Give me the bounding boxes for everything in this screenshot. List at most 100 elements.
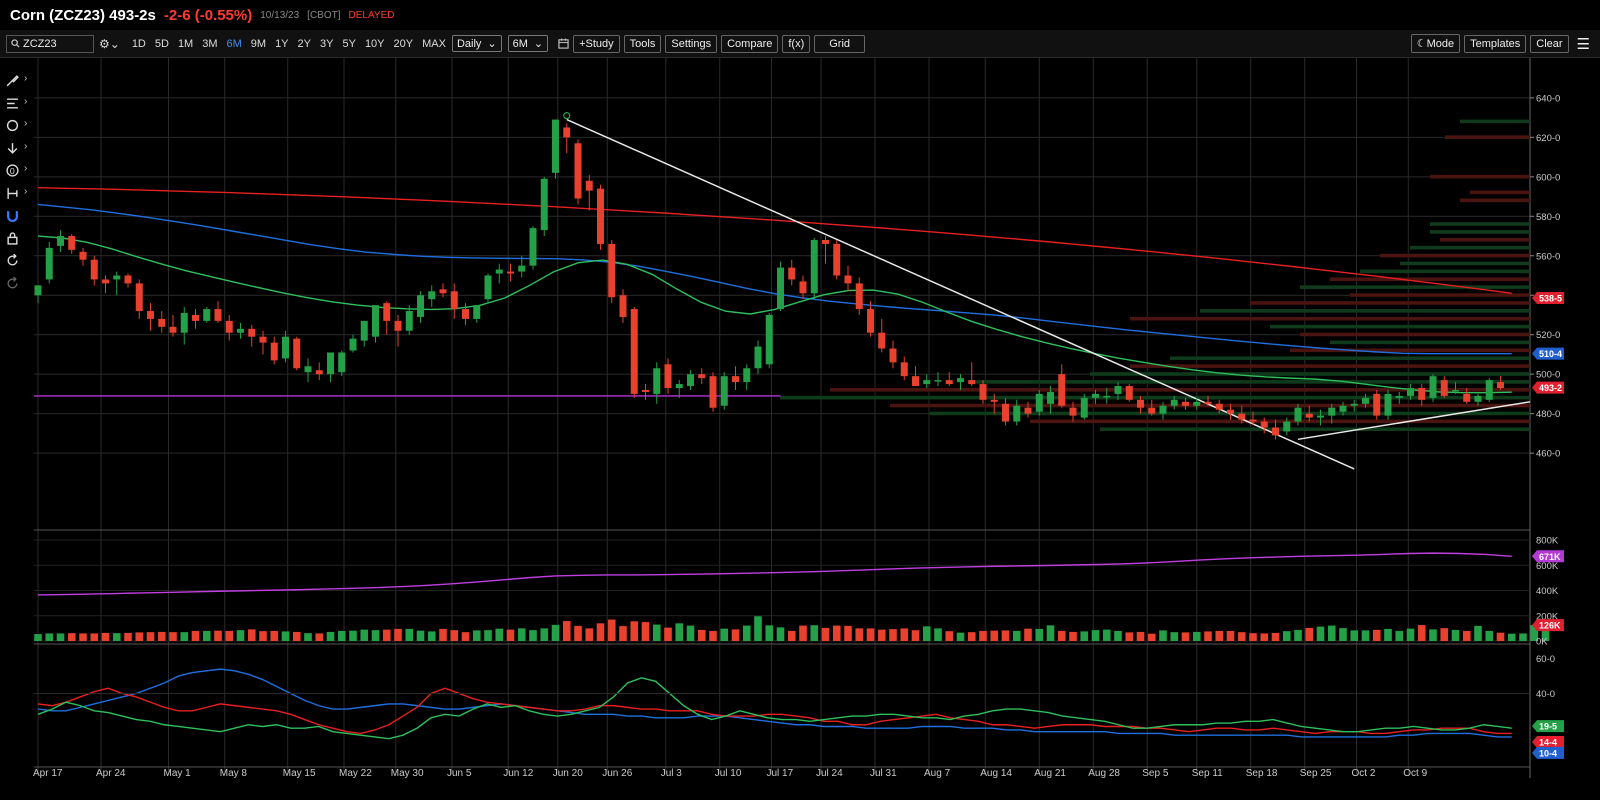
clear-button[interactable]: Clear	[1530, 34, 1569, 53]
candle-body	[664, 364, 672, 388]
date-tick-label: Jul 10	[714, 768, 742, 779]
add-study-button[interactable]: +Study	[573, 34, 620, 53]
range-20y[interactable]: 20Y	[393, 37, 414, 50]
price-tag-text: 14-4	[1539, 737, 1557, 747]
grid-button[interactable]: Grid	[814, 34, 866, 53]
candle-body	[180, 313, 188, 333]
profile-bar	[1350, 293, 1530, 297]
date-tick-label: Sep 18	[1245, 768, 1278, 779]
volume-bar	[731, 629, 740, 641]
range-10y[interactable]: 10Y	[364, 37, 385, 50]
arrow-tool[interactable]: ›	[4, 140, 32, 158]
candle-body	[777, 267, 784, 310]
candle-body	[1395, 395, 1403, 398]
candle-body	[203, 309, 211, 321]
chart-area[interactable]: 640-0620-0600-0580-0560-0540-0520-0500-0…	[0, 58, 1600, 800]
price-tick-label: 600-0	[1536, 172, 1560, 183]
compare-button[interactable]: Compare	[721, 34, 779, 53]
shape-tool[interactable]: ›	[4, 117, 32, 135]
function-button[interactable]: f(x)	[782, 34, 811, 53]
volume-bar	[799, 625, 807, 641]
date-tick-label: Jun 20	[552, 768, 583, 779]
undo-tool[interactable]	[4, 252, 32, 270]
ma100-price-tag: 510-4	[1532, 347, 1564, 360]
trendline-anchor	[563, 112, 571, 120]
date-tick-label: Sep 11	[1191, 768, 1223, 779]
symbol-options-icon[interactable]: ⚙⌄	[99, 36, 120, 51]
symbol-input[interactable]	[23, 37, 93, 50]
range-3y[interactable]: 3Y	[320, 37, 334, 50]
candle-body	[912, 376, 919, 387]
interval-select[interactable]: Daily ⌄	[451, 35, 502, 52]
volume-bar	[1260, 633, 1269, 641]
candle-body	[225, 320, 233, 333]
candle-body	[743, 368, 751, 383]
calendar-icon[interactable]	[558, 38, 569, 49]
candle-body	[1463, 393, 1471, 402]
candle-body	[1069, 407, 1077, 416]
volume-bar	[315, 633, 324, 641]
range-1m[interactable]: 1M	[177, 37, 194, 50]
mode-button[interactable]: ☾Mode	[1410, 34, 1461, 53]
templates-button[interactable]: Templates	[1464, 34, 1527, 53]
volume-bar	[1125, 632, 1134, 641]
volume-bar	[821, 627, 830, 641]
volume-bar	[495, 628, 504, 641]
redo-tool[interactable]	[4, 275, 32, 293]
osc-green-tag: 19-5	[1532, 720, 1564, 733]
candle-body	[957, 378, 964, 383]
range-3m[interactable]: 3M	[202, 37, 218, 50]
candle-body	[147, 311, 154, 319]
range-5d[interactable]: 5D	[154, 37, 169, 50]
date-tick-label: Aug 7	[924, 768, 951, 779]
candle-body	[248, 328, 256, 337]
volume-bar	[1507, 633, 1516, 641]
magnet-tool[interactable]	[4, 207, 32, 225]
range-max[interactable]: MAX	[422, 37, 446, 50]
volume-bar	[1440, 628, 1449, 641]
candle-body	[1283, 421, 1291, 432]
open-interest-line	[37, 552, 1512, 596]
volume-bar	[1282, 631, 1291, 641]
range-1y[interactable]: 1Y	[275, 37, 289, 50]
candle-body	[484, 275, 492, 300]
redo-icon	[7, 276, 18, 289]
volume-bar	[180, 632, 189, 641]
range-5y[interactable]: 5Y	[342, 37, 356, 50]
candle-body	[68, 236, 76, 250]
settings-button[interactable]: Settings	[665, 34, 718, 53]
volume-bar	[304, 633, 312, 641]
volume-bar	[1361, 630, 1370, 641]
candle-body	[1080, 397, 1088, 418]
volume-bar	[686, 625, 695, 641]
candle-body	[1317, 415, 1324, 418]
oscillator-lines	[34, 668, 1530, 740]
range-9m[interactable]: 9M	[250, 37, 267, 50]
marker-tool[interactable]: 0 ›	[4, 162, 32, 180]
menu-icon[interactable]: ☰	[1576, 35, 1590, 53]
volume-bar	[461, 632, 470, 641]
volume-tick-label: 200K	[1536, 611, 1559, 622]
range-6m[interactable]: 6M	[226, 37, 242, 50]
candle-body	[597, 188, 604, 244]
candle-body	[1215, 403, 1223, 410]
candle-body	[1035, 393, 1043, 412]
lock-tool[interactable]	[4, 230, 32, 248]
profile-bar	[1430, 230, 1530, 234]
volume-bar	[1069, 631, 1077, 641]
brush-tool[interactable]: ›	[4, 72, 32, 90]
range-1d[interactable]: 1D	[131, 37, 146, 50]
volume-bar	[1192, 631, 1201, 641]
tools-button[interactable]: Tools	[623, 34, 662, 53]
symbol-search[interactable]	[6, 34, 94, 53]
range-2y[interactable]: 2Y	[297, 37, 311, 50]
period-select[interactable]: 6M ⌄	[507, 35, 549, 52]
pattern-tool[interactable]: ›	[4, 95, 32, 113]
profile-bar	[830, 387, 1530, 392]
profile-bar	[1410, 245, 1530, 250]
date-tick-label: Jul 3	[660, 768, 682, 779]
downtrend-line	[566, 118, 1355, 470]
candle-body	[1305, 413, 1313, 418]
measure-tool[interactable]: ›	[4, 185, 32, 203]
